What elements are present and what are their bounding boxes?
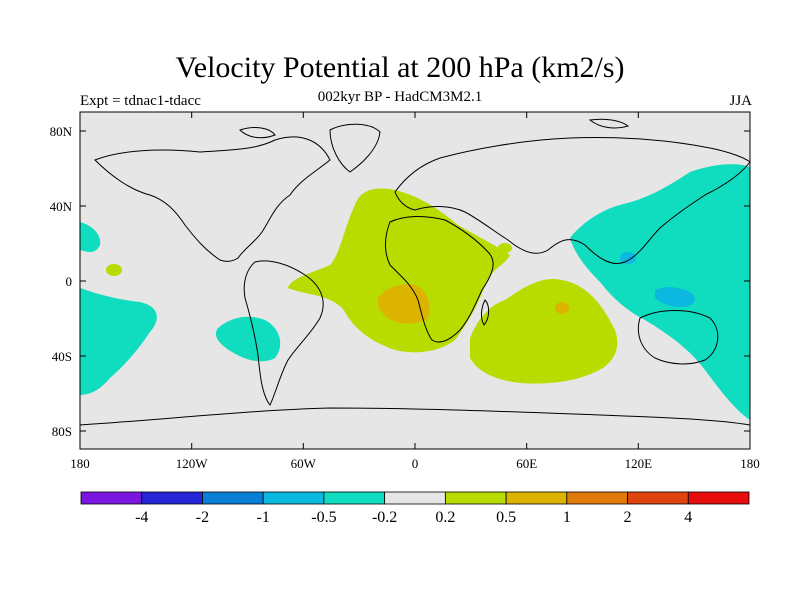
colorbar-label: -2: [196, 509, 209, 526]
lon-tick-label: 120E: [625, 456, 653, 471]
colorbar-swatch: [687, 491, 750, 505]
colorbar-swatch: [505, 491, 568, 505]
lon-tick-label: 60E: [516, 456, 537, 471]
colorbar-swatch: [323, 491, 386, 505]
colorbar-label: 0.2: [435, 509, 455, 526]
lat-tick-label: 40S: [52, 349, 72, 364]
colorbar-swatch: [80, 491, 143, 505]
colorbar-swatch: [262, 491, 325, 505]
map-title: Velocity Potential at 200 hPa (km2/s): [175, 51, 625, 84]
negative-region-south-pacific: [80, 288, 157, 395]
longitude-axis: 180 120W 60W 0 60E 120E 180: [70, 112, 760, 471]
colorbar-label: 1: [563, 509, 571, 526]
colorbar-swatch: [202, 491, 264, 505]
colorbar-label: -0.2: [372, 509, 397, 526]
lon-tick-label: 180: [70, 456, 90, 471]
colorbar: -4 -2 -1 -0.5 -0.2 0.2 0.5 1 2 4: [80, 491, 750, 526]
lat-tick-label: 40N: [50, 199, 73, 214]
colorbar-label: -0.5: [311, 509, 336, 526]
negative-region-east-pacific: [80, 222, 101, 253]
positive-blob-pacific: [106, 264, 122, 276]
negative-region-southeast-pacific: [215, 316, 281, 362]
colorbar-swatch: [566, 491, 628, 505]
colorbar-swatch: [141, 491, 203, 505]
colorbar-label: 4: [684, 509, 692, 526]
colorbar-label: 2: [624, 509, 632, 526]
lat-tick-label: 80N: [50, 124, 73, 139]
latitude-axis: 80N 40N 0 40S 80S: [50, 124, 750, 439]
positive-region-indian-ocean: [470, 279, 618, 384]
negative-core-south-china: [620, 252, 636, 264]
lon-tick-label: 180: [740, 456, 760, 471]
coastlines: [79, 118, 751, 426]
experiment-label: Expt = tdnac1-tdacc: [80, 93, 201, 109]
lat-tick-label: 80S: [52, 424, 72, 439]
positive-blob-arabia: [498, 243, 512, 253]
colorbar-swatch: [444, 491, 507, 505]
positive-region-africa: [288, 188, 510, 353]
lon-tick-label: 60W: [291, 456, 317, 471]
colorbar-swatch: [627, 491, 689, 505]
contour-fills: [80, 164, 750, 420]
lon-tick-label: 120W: [176, 456, 209, 471]
colorbar-label: -4: [135, 509, 148, 526]
map-subtitle: 002kyr BP - HadCM3M2.1: [317, 89, 483, 105]
colorbar-swatch: [384, 491, 446, 505]
positive-core-south-atlantic: [377, 284, 430, 324]
negative-core-maritime-continent: [655, 287, 695, 308]
lat-tick-label: 0: [66, 274, 73, 289]
colorbar-label: 0.5: [496, 509, 516, 526]
season-label: JJA: [729, 93, 752, 109]
positive-core-indian-ocean: [555, 302, 569, 314]
lon-tick-label: 0: [412, 456, 419, 471]
colorbar-label: -1: [257, 509, 270, 526]
